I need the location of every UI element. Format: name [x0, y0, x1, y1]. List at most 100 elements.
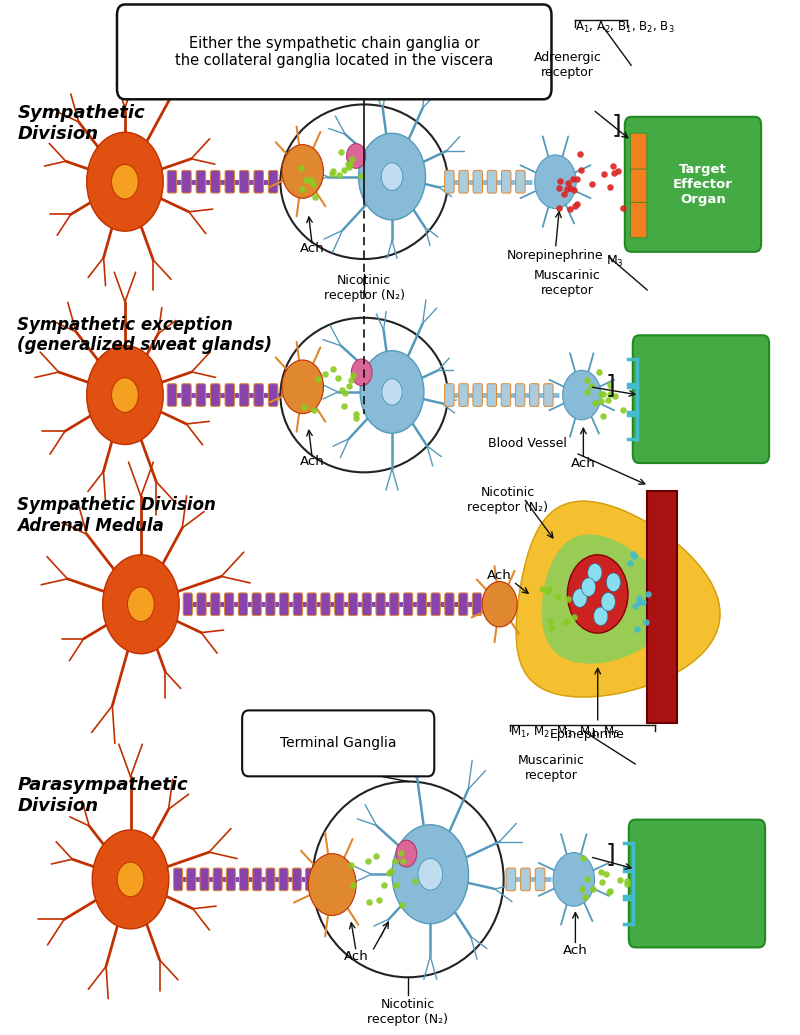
- Point: [562, 175, 574, 191]
- Point: [628, 598, 641, 615]
- Point: [586, 176, 598, 193]
- FancyBboxPatch shape: [630, 134, 647, 169]
- FancyBboxPatch shape: [544, 384, 553, 407]
- Circle shape: [562, 371, 601, 420]
- Point: [335, 382, 348, 398]
- Point: [553, 179, 566, 196]
- Circle shape: [86, 346, 163, 444]
- Point: [577, 850, 590, 866]
- Point: [593, 364, 606, 381]
- Point: [553, 200, 566, 216]
- Point: [589, 394, 602, 411]
- Point: [312, 371, 325, 387]
- Point: [631, 620, 644, 637]
- FancyBboxPatch shape: [279, 593, 289, 616]
- Point: [594, 386, 607, 403]
- Circle shape: [382, 379, 402, 405]
- Text: Nicotinic
receptor (N₂): Nicotinic receptor (N₂): [467, 485, 548, 513]
- Text: Nicotinic
receptor (N₂): Nicotinic receptor (N₂): [324, 274, 405, 302]
- Point: [395, 896, 408, 913]
- Point: [343, 155, 356, 172]
- Circle shape: [346, 144, 366, 169]
- FancyBboxPatch shape: [197, 593, 206, 616]
- Text: A$_1$, A$_2$, B$_1$, B$_2$, B$_3$: A$_1$, A$_2$, B$_1$, B$_2$, B$_3$: [575, 20, 675, 35]
- Circle shape: [111, 165, 138, 199]
- FancyBboxPatch shape: [530, 384, 539, 407]
- FancyBboxPatch shape: [213, 868, 222, 891]
- Point: [545, 620, 558, 637]
- FancyBboxPatch shape: [225, 171, 234, 194]
- FancyBboxPatch shape: [625, 117, 761, 252]
- Point: [554, 173, 566, 189]
- Point: [536, 581, 549, 597]
- Point: [567, 182, 580, 199]
- Point: [606, 157, 619, 174]
- Point: [378, 877, 390, 893]
- Point: [603, 884, 616, 900]
- FancyBboxPatch shape: [506, 868, 516, 891]
- Circle shape: [117, 862, 144, 896]
- Circle shape: [573, 589, 587, 608]
- Point: [558, 186, 570, 203]
- FancyBboxPatch shape: [473, 171, 482, 194]
- Point: [628, 548, 641, 564]
- FancyBboxPatch shape: [266, 593, 275, 616]
- Text: Muscarinic
receptor: Muscarinic receptor: [534, 269, 601, 297]
- Point: [604, 178, 617, 195]
- FancyBboxPatch shape: [239, 384, 249, 407]
- Circle shape: [582, 578, 596, 596]
- Text: Epinephrine: Epinephrine: [550, 728, 625, 741]
- Circle shape: [594, 608, 608, 625]
- FancyBboxPatch shape: [182, 384, 191, 407]
- FancyBboxPatch shape: [502, 171, 511, 194]
- FancyBboxPatch shape: [334, 593, 344, 616]
- Point: [299, 172, 312, 188]
- Circle shape: [482, 582, 517, 627]
- FancyBboxPatch shape: [307, 593, 316, 616]
- FancyBboxPatch shape: [252, 593, 262, 616]
- Text: Adrenergic
receptor: Adrenergic receptor: [534, 51, 602, 79]
- Point: [363, 893, 376, 910]
- Point: [339, 385, 352, 402]
- Point: [614, 873, 626, 889]
- Text: Norepinephrine: Norepinephrine: [507, 249, 604, 262]
- FancyBboxPatch shape: [306, 868, 314, 891]
- Point: [604, 883, 617, 899]
- FancyBboxPatch shape: [238, 593, 247, 616]
- Point: [581, 372, 594, 388]
- Point: [632, 594, 645, 611]
- FancyBboxPatch shape: [445, 384, 454, 407]
- Circle shape: [392, 825, 469, 923]
- Text: Ach: Ach: [344, 950, 369, 963]
- Point: [620, 873, 633, 889]
- Circle shape: [282, 360, 323, 414]
- Point: [597, 408, 610, 424]
- Point: [350, 410, 362, 426]
- Text: Nicotinic
receptor (N₂): Nicotinic receptor (N₂): [367, 998, 449, 1026]
- FancyBboxPatch shape: [472, 593, 482, 616]
- Point: [338, 161, 350, 178]
- FancyBboxPatch shape: [200, 868, 209, 891]
- FancyBboxPatch shape: [186, 868, 196, 891]
- FancyBboxPatch shape: [521, 868, 530, 891]
- FancyBboxPatch shape: [535, 868, 545, 891]
- FancyBboxPatch shape: [459, 171, 468, 194]
- FancyBboxPatch shape: [487, 171, 497, 194]
- Circle shape: [382, 162, 402, 190]
- Circle shape: [534, 155, 576, 208]
- FancyBboxPatch shape: [253, 868, 262, 891]
- Point: [640, 614, 653, 630]
- Point: [575, 881, 588, 897]
- Point: [294, 159, 307, 176]
- Point: [389, 853, 402, 869]
- Point: [331, 369, 344, 386]
- Point: [551, 589, 564, 605]
- Text: Muscarinic
receptor: Muscarinic receptor: [518, 753, 585, 781]
- Point: [642, 586, 654, 602]
- Point: [397, 853, 410, 869]
- Point: [561, 613, 574, 629]
- Point: [298, 398, 310, 415]
- Point: [326, 162, 339, 179]
- Circle shape: [282, 145, 323, 199]
- FancyBboxPatch shape: [196, 171, 206, 194]
